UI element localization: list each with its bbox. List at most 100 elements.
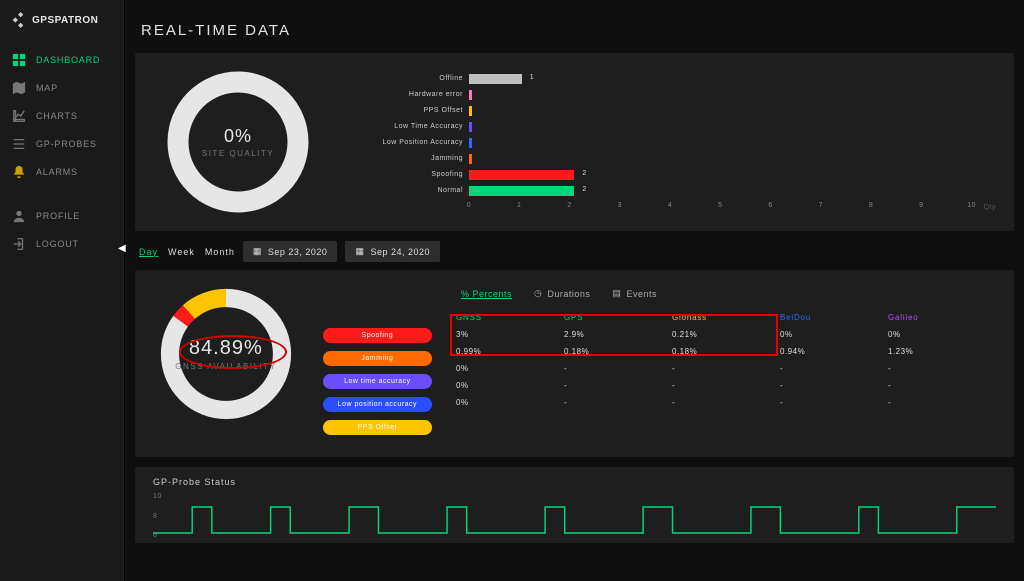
- legend-pill: Jamming: [323, 351, 432, 366]
- sidebar-item-map[interactable]: MAP: [0, 74, 124, 102]
- status-bar-chart: Offline 1 Hardware error PPS Offset Low Time…: [353, 72, 996, 212]
- annotation-ellipse: [179, 335, 287, 369]
- sidebar-item-probes[interactable]: GP-PROBES: [0, 130, 124, 158]
- date-from-button[interactable]: ▦ Sep 23, 2020: [243, 241, 338, 262]
- axis-tick: 9: [919, 202, 923, 209]
- status-bar-track: 2: [469, 186, 996, 196]
- status-bar-label: Normal: [353, 187, 463, 194]
- site-quality-label: SITE QUALITY: [202, 149, 274, 158]
- table-cell: 0%: [456, 377, 564, 394]
- status-bar-label: PPS Offset: [353, 107, 463, 114]
- range-option[interactable]: Month: [205, 247, 235, 257]
- legend-pill: Low position accuracy: [323, 397, 432, 412]
- sidebar-item-profile[interactable]: PROFILE: [0, 202, 124, 230]
- tab-percents[interactable]: % Percents: [456, 288, 512, 299]
- bell-icon: [12, 165, 26, 179]
- status-bar-track: [469, 138, 996, 148]
- axis-tick: 5: [718, 202, 722, 209]
- user-icon: [12, 209, 26, 223]
- table-cell: -: [564, 360, 672, 377]
- status-bar-fill: [469, 186, 574, 196]
- availability-panel: 84.89% GNSS AVAILABILITY SpoofingJamming…: [135, 270, 1014, 457]
- status-bar-row: Low Position Accuracy: [353, 136, 996, 149]
- axis-tick: 8: [869, 202, 873, 209]
- nav-primary: DASHBOARD MAP CHARTS GP-PROBES ALARMS: [0, 46, 124, 258]
- y-tick: 10: [153, 493, 162, 500]
- status-bar-row: PPS Offset: [353, 104, 996, 117]
- tab-events[interactable]: ▤Events: [612, 288, 657, 299]
- annotation-box: [450, 314, 778, 356]
- date-to-button[interactable]: ▦ Sep 24, 2020: [345, 241, 440, 262]
- probe-status-chart: 1086: [153, 493, 996, 539]
- sidebar-item-label: LOGOUT: [36, 239, 79, 249]
- table-cell: -: [672, 394, 780, 411]
- status-bar-track: [469, 154, 996, 164]
- table-cell: -: [780, 360, 888, 377]
- axis-tick: 7: [819, 202, 823, 209]
- sidebar-item-logout[interactable]: LOGOUT: [0, 230, 124, 258]
- chart-icon: [12, 109, 26, 123]
- status-bar-label: Low Time Accuracy: [353, 123, 463, 130]
- status-legend: SpoofingJammingLow time accuracyLow posi…: [323, 328, 432, 435]
- brand-logo: GPSPATRON: [0, 8, 124, 40]
- table-cell: -: [780, 394, 888, 411]
- status-bar-label: Jamming: [353, 155, 463, 162]
- sidebar-item-label: GP-PROBES: [36, 139, 97, 149]
- table-cell: -: [888, 377, 996, 394]
- table-cell: -: [564, 377, 672, 394]
- sidebar-collapse-handle[interactable]: ◀: [118, 243, 126, 254]
- table-row: 0%----: [456, 377, 996, 394]
- probe-status-title: GP-Probe Status: [153, 477, 996, 487]
- site-quality-donut: 0% SITE QUALITY: [153, 67, 323, 217]
- range-selector: Day Week Month: [139, 247, 235, 257]
- sidebar-item-charts[interactable]: CHARTS: [0, 102, 124, 130]
- status-bar-row: Jamming: [353, 152, 996, 165]
- sidebar: GPSPATRON DASHBOARD MAP CHARTS GP-PROBES…: [0, 0, 125, 581]
- status-bar-value: 2: [582, 170, 586, 177]
- range-option[interactable]: Day: [139, 247, 158, 257]
- calendar-icon: ▦: [253, 246, 262, 257]
- y-tick: 8: [153, 513, 162, 520]
- legend-pill: Spoofing: [323, 328, 432, 343]
- table-cell: 0%: [780, 326, 888, 343]
- status-bar-fill: [469, 90, 472, 100]
- status-bar-label: Hardware error: [353, 91, 463, 98]
- status-bar-track: 2: [469, 170, 996, 180]
- table-cell: 0%: [456, 394, 564, 411]
- calendar-icon: ▦: [355, 246, 364, 257]
- status-bar-row: Hardware error: [353, 88, 996, 101]
- sidebar-item-alarms[interactable]: ALARMS: [0, 158, 124, 186]
- table-row: 0%----: [456, 394, 996, 411]
- table-cell: 1.23%: [888, 343, 996, 360]
- range-toolbar: Day Week Month ▦ Sep 23, 2020 ▦ Sep 24, 20…: [135, 241, 1014, 270]
- axis-unit: Qty: [984, 204, 996, 211]
- range-option[interactable]: Week: [168, 247, 195, 257]
- axis-tick: 2: [567, 202, 571, 209]
- table-col-header: BeiDou: [780, 309, 888, 326]
- grid-icon: [12, 53, 26, 67]
- axis-tick: 6: [768, 202, 772, 209]
- status-bar-row: Spoofing2: [353, 168, 996, 181]
- status-bar-fill: [469, 138, 472, 148]
- main-content: REAL-TIME DATA 0% SITE QUALITY Offline1H…: [125, 0, 1024, 581]
- axis-tick: 4: [668, 202, 672, 209]
- tab-durations[interactable]: ◷Durations: [534, 288, 590, 299]
- table-col-header: Galileo: [888, 309, 996, 326]
- site-quality-value: 0%: [202, 126, 274, 147]
- sidebar-item-dashboard[interactable]: DASHBOARD: [0, 46, 124, 74]
- constellation-table: % Percents ◷Durations ▤Events GNSSGPSGlo…: [456, 284, 996, 411]
- legend-pill: PPS Offset: [323, 420, 432, 435]
- status-bar-track: 1: [469, 74, 996, 84]
- status-bar-row: Normal 2: [353, 184, 996, 197]
- table-cell: 0.94%: [780, 343, 888, 360]
- sidebar-item-label: CHARTS: [36, 111, 78, 121]
- table-cell: -: [780, 377, 888, 394]
- sparkline-icon: [153, 493, 996, 539]
- probe-status-panel: GP-Probe Status 1086: [135, 467, 1014, 543]
- status-bar-label: Low Position Accuracy: [353, 139, 463, 146]
- date-to-value: Sep 24, 2020: [370, 247, 430, 257]
- satellite-icon: [10, 12, 26, 28]
- status-bar-label: Offline: [353, 75, 463, 82]
- table-cell: -: [672, 360, 780, 377]
- y-axis-ticks: 1086: [153, 493, 162, 539]
